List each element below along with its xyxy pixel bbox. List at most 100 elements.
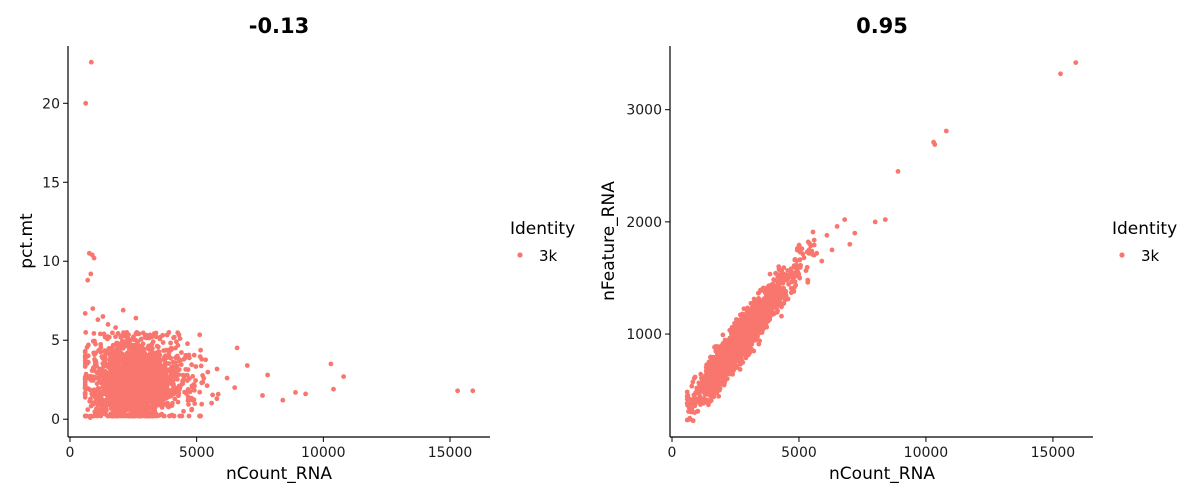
data-point [692,396,698,401]
data-point [111,409,117,414]
data-point [157,360,163,365]
data-point [711,384,717,389]
data-point [193,364,199,369]
data-point [733,321,738,327]
data-point [98,398,104,404]
data-point [328,361,334,367]
legend: Identity 3k [1112,219,1177,265]
data-point [90,306,96,311]
data-point [810,229,816,235]
data-point [157,375,163,381]
data-point [744,336,750,342]
data-point [133,315,139,321]
data-point [185,367,191,372]
data-point [779,304,784,310]
data-point [805,249,811,255]
data-point [144,402,150,408]
data-point [718,365,723,370]
data-point [728,347,733,353]
data-point [708,394,714,399]
data-point [166,349,172,354]
data-point [932,142,938,147]
data-point [157,336,163,342]
data-point [118,386,123,392]
data-point [331,386,336,392]
data-point [162,363,168,369]
axis-ticks: 0 5000 10000 15000 0 5 10 15 20 [42,96,472,461]
data-point [698,371,704,377]
legend-entry-3k: 3k [539,247,558,265]
data-point [153,334,159,340]
data-point [723,367,729,373]
data-point [746,352,751,358]
data-point [341,374,346,379]
data-point [834,224,840,229]
data-point [190,374,196,379]
data-point [143,335,149,341]
data-point [136,370,141,376]
data-point [165,404,171,409]
data-point [686,409,691,414]
data-point [135,376,141,382]
data-point [153,364,159,370]
data-point [722,374,728,380]
data-point [168,355,174,361]
data-point [124,365,130,371]
data-point [167,374,173,380]
data-point [128,390,134,396]
data-point [102,372,108,377]
data-point [764,324,769,330]
panel-right: 0.95 0 5000 10000 15000 1000 2000 3000 nCount_… [599,14,1177,484]
data-point [158,367,163,373]
data-point [762,290,768,296]
data-point [730,355,736,360]
data-point [160,340,166,345]
data-point [131,337,137,342]
data-point [199,401,205,407]
data-point [133,410,139,416]
data-point [470,388,476,394]
data-point [215,391,221,397]
data-point [797,265,803,270]
data-point [107,398,113,403]
data-point [120,413,125,419]
data-point [797,257,803,262]
data-point [88,59,94,65]
data-point [174,339,179,345]
data-point [85,407,91,413]
data-point [159,389,164,395]
chart-title: -0.13 [249,14,310,38]
data-point [97,331,103,337]
data-point [132,388,138,394]
data-point [85,277,91,283]
data-point [105,322,111,327]
data-point [747,321,753,326]
data-point [741,321,747,327]
data-point [716,358,721,364]
data-point [761,285,766,291]
chart-title: 0.95 [856,14,908,38]
data-point [752,310,758,316]
data-point [716,393,722,399]
data-point [145,410,151,415]
data-point [722,347,728,353]
data-point [167,413,172,419]
data-point [758,318,763,324]
data-point [116,352,122,358]
data-point [776,284,782,289]
data-point [720,332,726,338]
data-point [801,255,807,261]
data-point [872,219,878,225]
data-point [138,348,144,353]
data-point [725,342,730,347]
data-point [92,357,97,362]
data-point [234,345,240,351]
data-point [687,415,693,421]
data-point [232,385,238,390]
data-point [185,341,190,347]
data-point [198,363,204,369]
data-point [778,295,784,301]
data-point [92,352,97,358]
data-point [91,387,97,393]
